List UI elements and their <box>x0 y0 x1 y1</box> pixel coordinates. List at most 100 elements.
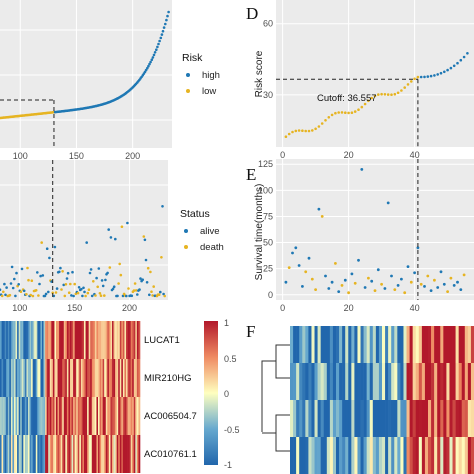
heatmap-cell <box>102 435 105 473</box>
heatmap-cell <box>80 435 83 473</box>
heatmap-cell <box>308 437 312 474</box>
x-tick-label: 150 <box>69 151 84 161</box>
heatmap-cell <box>101 397 103 435</box>
heatmap-cell <box>21 359 24 397</box>
risk-point <box>426 75 430 78</box>
heatmap-cell <box>129 359 131 397</box>
heatmap-cell <box>326 437 331 474</box>
heatmap-cell <box>132 321 135 359</box>
survival-point <box>301 285 304 288</box>
heatmap-cell <box>342 400 346 437</box>
heatmap-cell <box>52 435 55 473</box>
heatmap-cell <box>29 435 32 473</box>
heatmap-cell <box>354 363 358 400</box>
heatmap-cell <box>46 435 49 473</box>
heatmap-cell <box>293 326 297 363</box>
survival-point <box>83 290 86 294</box>
heatmap-cell <box>132 397 135 435</box>
heatmap-cell <box>360 326 364 363</box>
heatmap-cell <box>59 321 61 359</box>
heatmap-cell <box>6 397 9 435</box>
heatmap-cell <box>354 437 358 474</box>
survival-point <box>29 293 32 297</box>
survival-point <box>403 291 407 295</box>
survival-point <box>161 205 164 208</box>
survival-point <box>47 290 50 294</box>
heatmap-cell <box>56 321 58 359</box>
heatmap-cell <box>35 435 38 473</box>
heatmap-cell <box>48 359 51 397</box>
risk-point <box>367 99 370 103</box>
heatmap-cell <box>434 437 438 474</box>
survival-point <box>98 292 102 295</box>
heatmap-cell <box>21 397 24 435</box>
risk-point <box>344 111 347 114</box>
heatmap-cell <box>73 359 75 397</box>
heatmap-cell <box>299 437 303 474</box>
heatmap-cell <box>3 397 5 435</box>
heatmap-cell <box>138 435 141 473</box>
heatmap-cell <box>323 363 328 400</box>
survival-point <box>109 236 113 239</box>
heatmap-cell <box>311 400 315 437</box>
survival-point <box>347 291 350 295</box>
heatmap-cell <box>415 326 420 363</box>
heatmap-cell <box>38 321 41 359</box>
heatmap-cell <box>112 321 114 359</box>
heatmap-cell <box>421 363 426 400</box>
heatmap-cell <box>320 400 325 437</box>
heatmap-cell <box>348 363 352 400</box>
survival-point <box>143 238 147 242</box>
heatmap-cell <box>458 363 463 400</box>
risk-point <box>311 129 314 132</box>
survival-point <box>442 282 446 286</box>
x-tick-label: 200 <box>122 303 137 313</box>
survival-point <box>117 282 120 285</box>
heatmap-cell <box>132 435 135 473</box>
survival-point <box>150 290 153 294</box>
risk-point <box>337 111 341 114</box>
heatmap-cell <box>348 437 352 474</box>
heatmap-cell <box>15 397 18 435</box>
survival-point <box>159 290 162 294</box>
survival-point <box>139 277 142 280</box>
risk-point <box>439 71 443 75</box>
heatmap-cell <box>90 321 93 359</box>
survival-point <box>90 294 94 298</box>
heatmap-cell <box>31 359 33 397</box>
heatmap-cell <box>424 437 429 474</box>
heatmap-cell <box>132 359 135 397</box>
heatmap-cell <box>80 321 83 359</box>
survival-point <box>287 266 291 269</box>
heatmap-cell <box>82 321 85 359</box>
risk-point <box>363 102 367 106</box>
heatmap-cell <box>320 363 325 400</box>
survival-point <box>55 287 59 290</box>
heatmap-cell <box>449 363 453 400</box>
risk-point <box>449 66 453 70</box>
heatmap-cell <box>1 397 4 435</box>
heatmap-cell <box>62 321 65 359</box>
survival-point <box>353 281 357 285</box>
survival-point <box>53 245 57 249</box>
survival-point <box>310 277 314 281</box>
heatmap-cell <box>345 437 349 474</box>
heatmap-cell <box>382 326 386 363</box>
heatmap-cell <box>28 397 30 435</box>
heatmap-cell <box>311 326 315 363</box>
heatmap-cell <box>63 397 66 435</box>
heatmap-cell <box>37 435 40 473</box>
heatmap-cell <box>102 397 105 435</box>
heatmap-cell <box>108 435 111 473</box>
heatmap-cell <box>127 397 130 435</box>
risk-point <box>452 64 456 68</box>
survival-point <box>97 267 101 270</box>
survival-point <box>162 292 165 296</box>
survival-point <box>119 273 123 277</box>
heatmap-cell <box>293 363 297 400</box>
heatmap-cell <box>17 397 19 435</box>
survival-point <box>27 278 30 282</box>
gene-label-mir210hg: MIR210HG <box>144 373 192 384</box>
heatmap-cell <box>391 363 395 400</box>
survival-point <box>48 256 51 260</box>
